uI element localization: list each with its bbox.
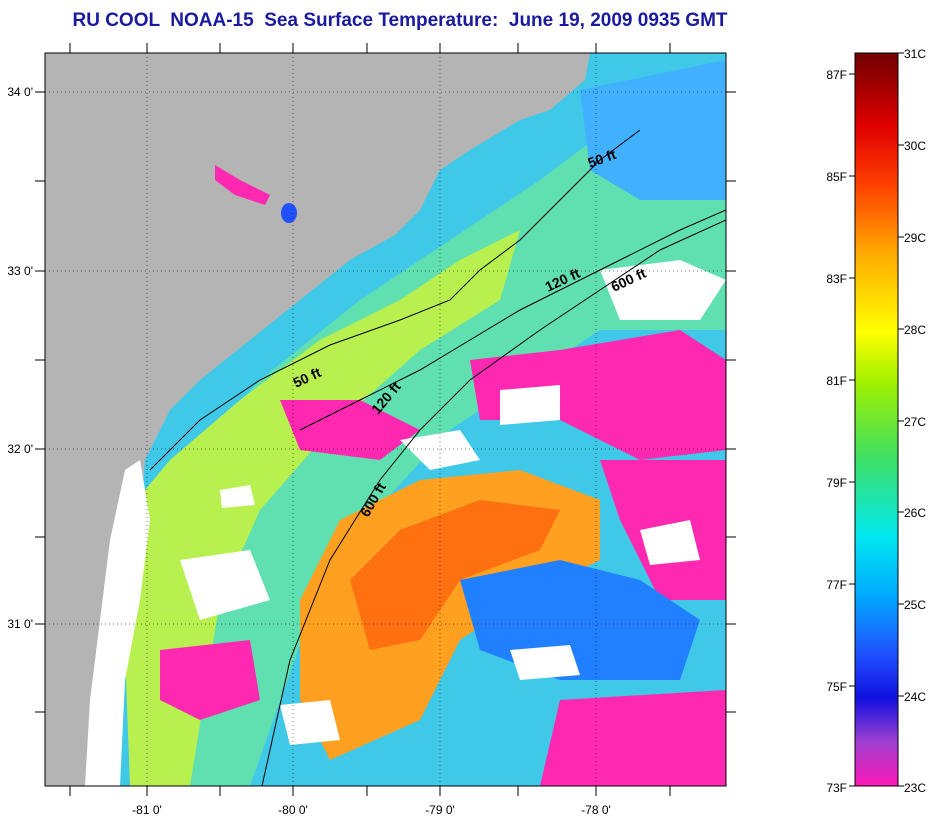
cold-anomaly-south <box>540 690 726 786</box>
cloud <box>600 260 726 320</box>
coastal-mask <box>85 460 150 786</box>
cloud <box>220 485 255 508</box>
colorbar-label-c: 26C <box>904 506 926 520</box>
contour-600ft <box>261 219 726 786</box>
x-tick-label: -79 0' <box>425 803 455 817</box>
cold-anomaly-east <box>470 330 726 460</box>
colorbar: 31C 30C 29C 28C 27C 26C 25C 24C 23C 87F … <box>826 47 926 795</box>
island-patch <box>281 203 297 223</box>
cloud <box>510 645 580 680</box>
x-tick-label: -81 0' <box>132 803 162 817</box>
colorbar-label-f: 81F <box>826 374 847 388</box>
map-frame <box>44 52 727 787</box>
gulf-stream-core <box>350 500 560 650</box>
colorbar-label-f: 79F <box>826 476 847 490</box>
colorbar-label-f: 85F <box>826 170 847 184</box>
shelf-water <box>140 70 726 786</box>
cloud <box>180 550 270 620</box>
cool-water-north <box>580 60 726 200</box>
y-tick-label: 31 0' <box>7 617 33 631</box>
cloud <box>280 700 340 745</box>
colorbar-gradient <box>854 52 899 787</box>
tick-marks <box>35 43 736 796</box>
x-tick-label: -78 0' <box>581 803 611 817</box>
colorbar-label-c: 23C <box>904 781 926 795</box>
land-mass <box>45 53 590 786</box>
y-tick-label: 33 0' <box>7 264 33 278</box>
cold-anomaly-mid <box>280 400 420 460</box>
cold-anomaly-southwest <box>160 640 260 720</box>
colorbar-label-c: 25C <box>904 598 926 612</box>
island-patch <box>215 165 270 205</box>
nearshore-water <box>120 230 520 786</box>
colorbar-label-f: 73F <box>826 781 847 795</box>
cloud <box>640 520 700 565</box>
y-tick-label: 34 0' <box>7 85 33 99</box>
contour-120ft <box>299 209 726 431</box>
colorbar-label-f: 87F <box>826 68 847 82</box>
map-content: 50 ft 120 ft 600 ft 50 ft 120 ft 600 ft <box>45 53 726 786</box>
graticule <box>45 53 726 786</box>
colorbar-label-c: 29C <box>904 231 926 245</box>
colorbar-label-c: 30C <box>904 139 926 153</box>
colorbar-label-f: 83F <box>826 272 847 286</box>
colorbar-label-c: 31C <box>904 47 926 61</box>
colorbar-label-c: 27C <box>904 415 926 429</box>
y-tick-label: 32 0' <box>7 442 33 456</box>
cloud <box>500 385 560 425</box>
colorbar-label-c: 28C <box>904 323 926 337</box>
colorbar-label-f: 77F <box>826 578 847 592</box>
colorbar-ticks <box>849 52 904 787</box>
depth-contours <box>149 129 726 786</box>
map-title: RU COOL NOAA-15 Sea Surface Temperature:… <box>72 10 728 31</box>
colorbar-label-c: 24C <box>904 690 926 704</box>
contour-50ft <box>149 129 641 471</box>
x-tick-label: -80 0' <box>278 803 308 817</box>
colorbar-label-f: 75F <box>826 680 847 694</box>
